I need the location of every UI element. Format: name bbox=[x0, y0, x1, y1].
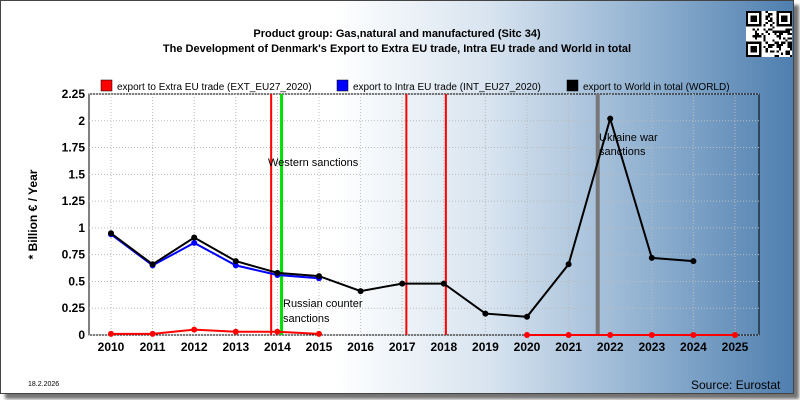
plot-area-border bbox=[88, 93, 760, 336]
legend-swatch bbox=[566, 79, 579, 92]
data-point bbox=[316, 273, 322, 280]
data-point bbox=[149, 330, 156, 337]
legend-swatch bbox=[100, 79, 113, 92]
data-point bbox=[108, 330, 114, 337]
x-tick-label: 2011 bbox=[140, 340, 166, 354]
x-tick-label: 2018 bbox=[430, 340, 457, 354]
data-point bbox=[108, 230, 114, 237]
source-credit: Source: Eurostat bbox=[691, 378, 781, 392]
data-point bbox=[232, 262, 239, 269]
y-tick-label: 2 bbox=[78, 114, 85, 128]
annotation-text: Western sanctions bbox=[268, 157, 359, 169]
legend-label: export to World in total (WORLD) bbox=[583, 82, 730, 93]
y-tick-label: 2.25 bbox=[62, 87, 86, 101]
data-point bbox=[149, 261, 156, 268]
date-stamp: 18.2.2026 bbox=[28, 381, 60, 388]
x-tick-label: 2021 bbox=[555, 340, 582, 354]
qr-code-icon bbox=[746, 11, 792, 57]
data-point bbox=[648, 254, 655, 261]
x-tick-label: 2016 bbox=[347, 340, 374, 354]
data-point bbox=[607, 332, 614, 338]
data-point bbox=[565, 261, 572, 268]
annotation-text: sanctions bbox=[283, 313, 330, 325]
legend-label: export to Intra EU trade (INT_EU27_2020) bbox=[353, 82, 541, 93]
y-tick-label: 0 bbox=[78, 328, 85, 342]
x-tick-label: 2015 bbox=[306, 340, 333, 354]
y-tick-label: 0.5 bbox=[68, 274, 85, 288]
data-point bbox=[191, 326, 198, 333]
legend-label: export to Extra EU trade (EXT_EU27_2020) bbox=[117, 82, 312, 93]
data-point bbox=[274, 269, 281, 276]
data-point bbox=[274, 328, 281, 335]
series-line bbox=[111, 328, 320, 335]
x-tick-label: 2012 bbox=[181, 340, 208, 354]
y-tick-label: 1.5 bbox=[68, 167, 85, 181]
data-point bbox=[690, 332, 697, 338]
x-tick-label: 2017 bbox=[389, 340, 416, 354]
data-point bbox=[232, 258, 239, 265]
y-tick-label: 0.75 bbox=[62, 248, 86, 262]
data-point bbox=[565, 332, 572, 338]
x-tick-label: 2024 bbox=[680, 340, 707, 354]
data-point bbox=[732, 332, 738, 338]
x-tick-label: 2013 bbox=[222, 340, 249, 354]
chart-title: Product group: Gas,natural and manufactu… bbox=[253, 28, 541, 40]
chart-frame: Product group: Gas,natural and manufactu… bbox=[0, 0, 794, 394]
y-tick-label: 1.25 bbox=[62, 194, 86, 208]
data-point bbox=[524, 332, 530, 338]
x-tick-label: 2023 bbox=[638, 340, 665, 354]
y-tick-label: 1 bbox=[78, 221, 85, 235]
x-tick-label: 2014 bbox=[264, 340, 291, 354]
y-tick-label: 1.75 bbox=[62, 141, 86, 155]
legend-swatch bbox=[336, 79, 349, 92]
annotation-text: Ukraine war bbox=[599, 132, 658, 144]
data-point bbox=[690, 258, 697, 265]
data-point bbox=[524, 313, 530, 320]
line-chart: 0 0.25 0.5 0.75 1 1.25 1.5 1.75 2 2.25 2010 2011 201… bbox=[26, 79, 760, 354]
annotation-text: sanctions bbox=[599, 146, 646, 158]
data-point bbox=[607, 115, 614, 122]
x-tick-label: 2010 bbox=[98, 340, 125, 354]
chart-subtitle: The Development of Denmark's Export to E… bbox=[162, 43, 632, 55]
data-point bbox=[316, 330, 322, 337]
y-axis-label: * Billion € / Year bbox=[26, 169, 40, 259]
data-point bbox=[357, 288, 364, 295]
x-tick-label: 2025 bbox=[722, 340, 749, 354]
data-point bbox=[232, 328, 239, 335]
data-point bbox=[191, 234, 198, 241]
data-point bbox=[482, 310, 489, 317]
data-point bbox=[399, 280, 406, 287]
x-tick-label: 2020 bbox=[514, 340, 541, 354]
data-point bbox=[648, 332, 655, 338]
data-point bbox=[440, 280, 447, 287]
y-tick-label: 0.25 bbox=[62, 301, 86, 315]
x-tick-label: 2022 bbox=[597, 340, 624, 354]
data-point bbox=[191, 239, 198, 246]
x-tick-label: 2019 bbox=[472, 340, 499, 354]
annotation-text: Russian counter bbox=[283, 298, 363, 310]
